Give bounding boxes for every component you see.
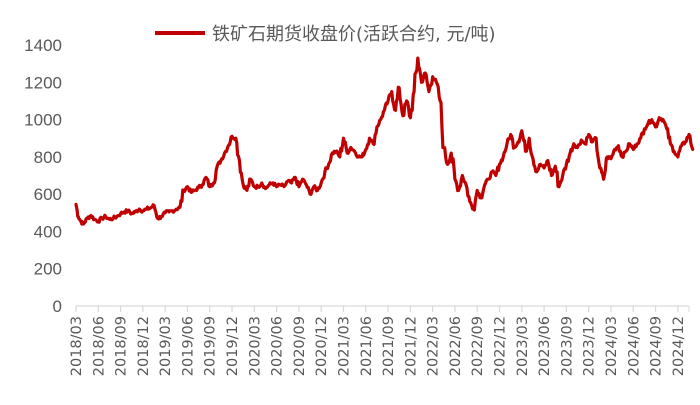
y-tick-label: 600 <box>34 185 62 204</box>
legend: 铁矿石期货收盘价(活跃合约, 元/吨) <box>155 24 496 45</box>
x-tick-label: 2022/03 <box>426 316 442 376</box>
x-tick-label: 2020/12 <box>314 316 330 376</box>
x-tick-labels: 2018/03 2018/06 2018/09 2018/12 2019/03 2019/… <box>69 316 687 376</box>
y-tick-label: 800 <box>34 148 62 167</box>
x-tick-label: 2019/09 <box>203 316 219 376</box>
x-tick-label: 2018/09 <box>114 316 130 376</box>
x-tick-label: 2018/06 <box>91 316 107 376</box>
x-tick-label: 2022/09 <box>470 316 486 376</box>
x-tick-label: 2018/12 <box>136 316 152 376</box>
x-tick-label: 2022/12 <box>493 316 509 376</box>
x-tick-label: 2023/12 <box>582 316 598 376</box>
y-tick-label: 1200 <box>24 73 62 92</box>
x-tick-label: 2024/09 <box>649 316 665 376</box>
legend-label: 铁矿石期货收盘价(活跃合约, 元/吨) <box>212 24 496 45</box>
x-tick-label: 2021/09 <box>381 316 397 376</box>
x-tick-label: 2024/12 <box>671 316 687 376</box>
x-tick-label: 2019/03 <box>158 316 174 376</box>
x-tick-label: 2023/09 <box>559 316 575 376</box>
x-tick-marks <box>75 306 690 312</box>
y-tick-label: 400 <box>34 222 62 241</box>
y-tick-label: 0 <box>53 297 62 316</box>
x-tick-label: 2024/03 <box>604 316 620 376</box>
x-tick-label: 2022/06 <box>448 316 464 376</box>
x-tick-label: 2023/03 <box>515 316 531 376</box>
y-tick-label: 1400 <box>24 36 62 55</box>
x-tick-label: 2020/03 <box>247 316 263 376</box>
x-tick-label: 2020/06 <box>270 316 286 376</box>
x-tick-label: 2021/06 <box>359 316 375 376</box>
y-tick-label: 200 <box>34 260 62 279</box>
price-line-series <box>74 56 695 226</box>
x-tick-label: 2019/12 <box>225 316 241 376</box>
x-tick-label: 2018/03 <box>69 316 85 376</box>
x-tick-label: 2020/09 <box>292 316 308 376</box>
x-tick-label: 2023/06 <box>537 316 553 376</box>
y-axis: 0 200 400 600 800 1000 1200 1400 <box>24 36 62 316</box>
x-tick-label: 2019/06 <box>180 316 196 376</box>
x-tick-label: 2021/12 <box>403 316 419 376</box>
x-tick-label: 2021/03 <box>336 316 352 376</box>
y-tick-label: 1000 <box>24 111 62 130</box>
x-tick-label: 2024/06 <box>626 316 642 376</box>
